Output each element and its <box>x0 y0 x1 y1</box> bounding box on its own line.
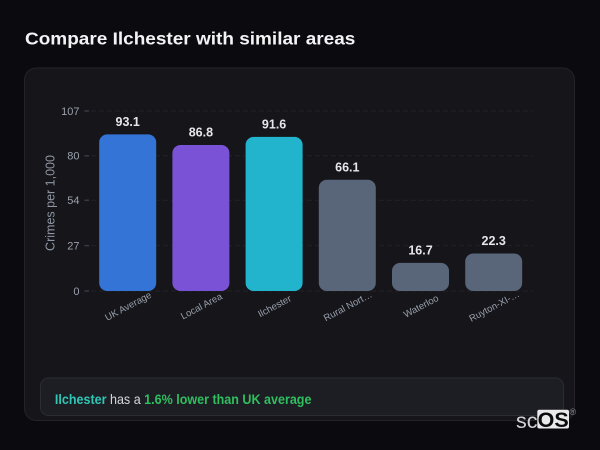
svg-text:0: 0 <box>73 286 79 298</box>
svg-text:22.3: 22.3 <box>482 234 506 248</box>
svg-text:sc: sc <box>516 409 538 433</box>
svg-text:®: ® <box>570 407 577 417</box>
svg-text:27: 27 <box>67 240 79 252</box>
svg-text:Crimes per 1,000: Crimes per 1,000 <box>44 155 58 251</box>
svg-text:91.6: 91.6 <box>262 118 286 132</box>
svg-text:86.8: 86.8 <box>189 126 213 140</box>
svg-text:16.7: 16.7 <box>408 244 432 258</box>
svg-text:107: 107 <box>61 106 79 118</box>
svg-text:93.1: 93.1 <box>116 115 140 129</box>
svg-text:54: 54 <box>67 195 79 207</box>
svg-text:Ilchester has a 1.6% lower tha: Ilchester has a 1.6% lower than UK avera… <box>55 391 312 407</box>
svg-text:66.1: 66.1 <box>335 161 359 175</box>
svg-text:Compare Ilchester with similar: Compare Ilchester with similar areas <box>25 28 355 48</box>
svg-text:OS: OS <box>538 408 569 432</box>
svg-text:80: 80 <box>67 151 79 163</box>
